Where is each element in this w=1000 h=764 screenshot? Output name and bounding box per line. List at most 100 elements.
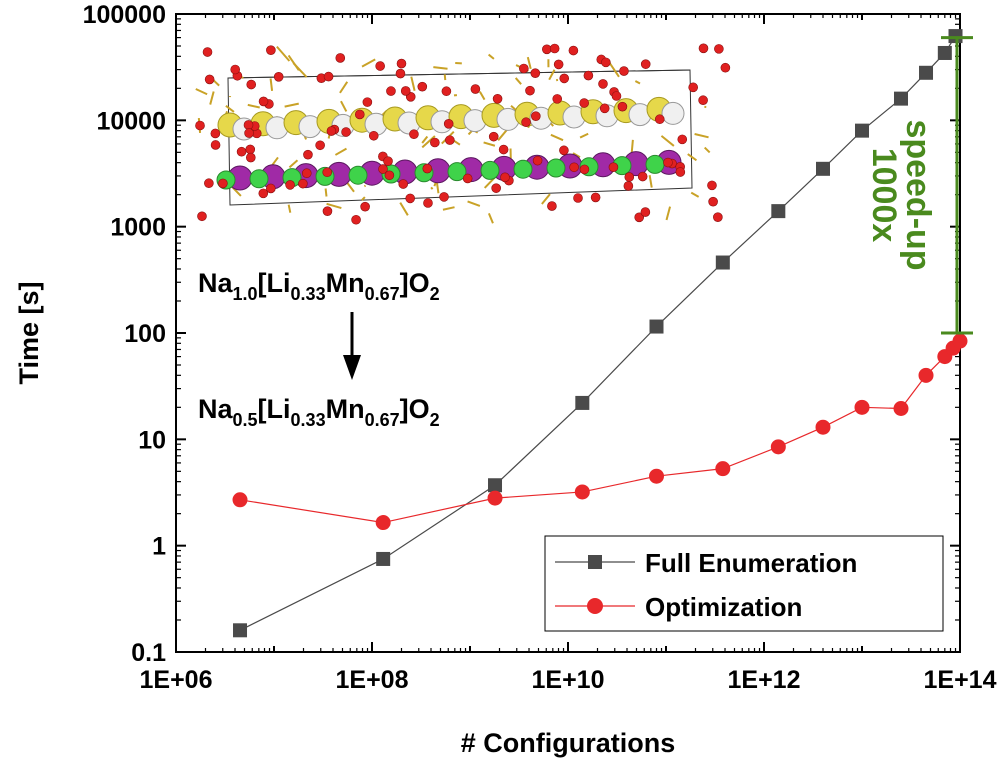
crystal-atom-oxygen [246,79,257,90]
crystal-atom-oxygen [430,137,440,148]
crystal-atom-oxygen [598,79,608,89]
crystal-atom-oxygen [218,178,228,189]
crystal-bond [703,146,711,154]
crystal-atom-oxygen [498,144,509,155]
crystal-atom-oxygen [398,179,409,189]
crystal-atom-oxygen [422,163,433,174]
crystal-bond [550,133,564,142]
crystal-bond [548,69,556,81]
crystal-bond [334,147,347,156]
crystal-atom-white [661,101,685,125]
crystal-atom-oxygen [323,71,334,82]
data-point-optimization [649,468,665,484]
crystal-atom-oxygen [569,162,579,173]
crystal-atom-oxygen [521,117,531,128]
crystal-atom-oxygen [698,95,708,106]
crystal-atom-oxygen [245,144,256,155]
crystal-bond [443,74,447,81]
crystal-bond [690,191,700,198]
crystal-atom-oxygen [378,164,388,174]
crystal-atom-oxygen [677,134,688,145]
crystal-atom-oxygen [547,201,557,211]
crystal-atom-oxygen [623,181,634,191]
crystal-atom-green [249,169,269,189]
crystal-atom-oxygen [640,207,651,217]
crystal-bond [209,91,215,105]
crystal-atom-oxygen [637,171,648,182]
crystal-bond [247,103,260,109]
crystal-atom-oxygen [500,172,510,183]
crystal-atom-oxygen [601,57,611,68]
x-tick-label: 1E+14 [924,666,997,694]
crystal-atom-oxygen [708,196,718,207]
crystal-atom-oxygen [405,193,415,204]
x-tick-label: 1E+08 [336,666,409,694]
crystal-atom-oxygen [462,173,473,184]
crystal-bond [410,76,416,91]
y-tick-label: 1 [152,533,166,561]
crystal-atom-oxygen [258,96,269,107]
crystal-atom-oxygen [400,86,411,96]
crystal-atom-oxygen [354,109,365,120]
crystal-atom-oxygen [195,120,205,131]
data-point-optimization [918,367,934,383]
crystal-bond [579,132,589,139]
data-point-optimization [952,333,968,349]
data-point-full-enumeration [715,255,730,270]
y-tick-label: 1000 [110,214,166,242]
crystal-atom-oxygen [608,162,619,173]
crystal-atom-oxygen [266,183,276,194]
y-tick-label: 0.1 [131,639,166,667]
data-point-optimization [375,515,391,531]
crystal-atom-oxygen [640,59,651,69]
crystal-atom-green [513,159,533,179]
crystal-atom-green [447,162,467,182]
y-tick-label: 10 [138,426,166,454]
crystal-bond [483,141,496,147]
crystal-atom-oxygen [341,127,351,137]
data-point-full-enumeration [376,551,391,566]
crystal-atom-oxygen [611,91,622,101]
data-point-full-enumeration [649,319,664,334]
crystal-bond [433,66,448,70]
crystal-atom-oxygen [384,170,395,181]
crystal-bond [514,77,522,85]
crystal-atom-oxygen [470,84,481,94]
crystal-atom-oxygen [553,59,564,70]
crystal-atom-green [546,158,566,178]
crystal-atom-oxygen [532,155,543,166]
crystal-bond [442,206,455,211]
crystal-bond [361,196,366,201]
crystal-atom-green [480,160,500,180]
y-tick-label: 100000 [83,1,166,29]
crystal-atom-oxygen [663,157,673,168]
crystal-atom-oxygen [525,85,535,96]
data-point-full-enumeration [816,161,831,176]
crystal-bond [287,204,292,213]
data-point-full-enumeration [948,29,963,44]
y-tick-label: 100 [124,320,166,348]
crystal-atom-oxygen [583,70,594,81]
crystal-atom-oxygen [202,47,213,57]
crystal-atom-oxygen [599,103,610,114]
crystal-atom-oxygen [273,71,284,82]
data-point-optimization [893,400,909,416]
x-axis-title: # Configurations [461,728,676,758]
data-point-optimization [854,399,870,415]
crystal-atom-oxygen [266,45,276,55]
crystal-bond [526,56,532,70]
x-tick-label: 1E+12 [728,666,801,694]
crystal-atom-oxygen [210,140,221,150]
crystal-atom-oxygen [552,94,563,104]
crystal-bond [572,152,581,159]
data-point-optimization [770,439,786,455]
crystal-atom-oxygen [549,43,560,54]
crystal-bond [288,159,299,169]
crystal-bond [269,78,274,91]
crystal-bond [287,54,300,71]
crystal-bond [648,174,653,188]
crystal-atom-oxygen [303,149,313,160]
x-tick-label: 1E+10 [532,666,605,694]
y-tick-label: 10000 [96,107,166,135]
